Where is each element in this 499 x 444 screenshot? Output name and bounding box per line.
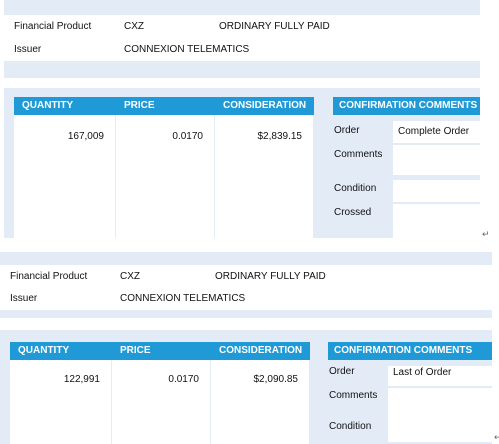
column-header: PRICE <box>116 97 215 115</box>
confirmation-box <box>388 417 492 442</box>
confirmation-label: Comments <box>334 149 383 160</box>
paragraph-mark: ↵ <box>494 432 499 442</box>
table-cell <box>215 115 313 238</box>
field-value: CXZ <box>120 271 140 282</box>
confirmation-box <box>393 145 480 175</box>
confirmation-header: CONFIRMATION COMMENTS <box>328 342 492 360</box>
field-label: Issuer <box>10 293 38 304</box>
confirmation-box <box>393 121 480 143</box>
confirmation-header: CONFIRMATION COMMENTS <box>333 97 480 115</box>
cell-value: 0.0170 <box>172 131 203 142</box>
column-header: QUANTITY <box>14 97 116 115</box>
confirmation-label: Condition <box>334 183 377 194</box>
confirmation-label: Crossed <box>334 207 372 218</box>
confirmation-box <box>388 388 492 418</box>
table-cell <box>116 115 214 238</box>
confirmation-box <box>388 366 492 386</box>
confirmation-label: Condition <box>329 421 372 432</box>
confirmation-label: Comments <box>329 390 378 401</box>
paragraph-mark: ↵ <box>482 229 490 239</box>
field-value: ORDINARY FULLY PAID <box>219 21 330 32</box>
column-header: CONSIDERATION <box>215 97 314 115</box>
table-cell <box>211 360 309 444</box>
confirmation-label: Order <box>329 366 355 377</box>
confirmation-box <box>393 204 480 238</box>
confirmation-box <box>393 180 480 202</box>
field-label: Issuer <box>14 44 42 55</box>
confirmation-label: Order <box>334 125 360 136</box>
table-cell <box>14 115 115 238</box>
info-box <box>4 15 480 62</box>
cell-value: $2,839.15 <box>257 131 303 142</box>
confirmation-value: Last of Order <box>393 367 452 378</box>
cell-value: 167,009 <box>67 131 104 142</box>
info-box <box>0 265 492 311</box>
table-cell <box>10 360 111 444</box>
cell-value: 122,991 <box>63 374 100 385</box>
table-cell <box>112 360 210 444</box>
column-header: PRICE <box>112 342 211 360</box>
confirmation-value: Complete Order <box>398 126 470 137</box>
cell-value: $2,090.85 <box>253 374 299 385</box>
field-value: ORDINARY FULLY PAID <box>215 271 326 282</box>
column-header: QUANTITY <box>10 342 112 360</box>
cell-value: 0.0170 <box>168 374 199 385</box>
field-label: Financial Product <box>10 271 88 282</box>
field-value: CXZ <box>124 21 144 32</box>
field-value: CONNEXION TELEMATICS <box>124 44 250 55</box>
field-value: CONNEXION TELEMATICS <box>120 293 246 304</box>
column-header: CONSIDERATION <box>211 342 310 360</box>
field-label: Financial Product <box>14 21 92 32</box>
